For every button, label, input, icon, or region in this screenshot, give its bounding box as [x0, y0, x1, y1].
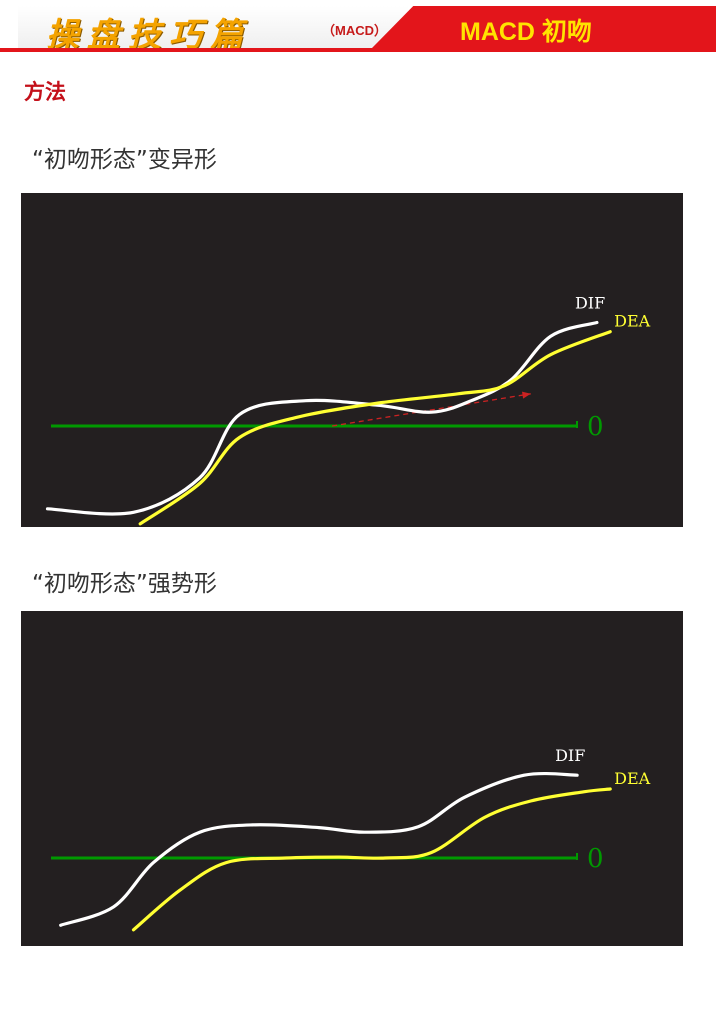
trend-arrow-head: [521, 391, 531, 399]
series-label-dif: DIF: [575, 294, 605, 313]
series-line-dif: [45, 320, 599, 516]
header-red-band: [372, 6, 716, 48]
series-label-dea: DEA: [614, 312, 651, 331]
trend-arrow-line: [332, 393, 531, 427]
header-underline: [0, 48, 716, 52]
header-left-band: 操盘技巧篇 （MACD）: [18, 6, 408, 54]
chart-strong: 0 DIF DEA: [51, 746, 651, 932]
series-line-dea: [138, 330, 612, 526]
brand-subtitle: （MACD）: [322, 23, 387, 38]
zero-label: 0: [587, 844, 604, 874]
zero-label: 0: [587, 412, 604, 442]
chart-variant: 0 DIF DEA: [45, 294, 651, 526]
page-header: 操盘技巧篇 （MACD） MACD 初吻: [0, 0, 716, 56]
brand-title: 操盘技巧篇: [46, 15, 251, 54]
series-label-dea: DEA: [614, 769, 651, 788]
section-title-strong: “初吻形态”强势形: [32, 571, 217, 597]
chart-panel-strong: 0 DIF DEA: [21, 611, 683, 946]
chart-panel-variant: 0 DIF DEA: [21, 193, 683, 527]
method-label: 方法: [24, 80, 66, 104]
header-title: MACD 初吻: [460, 18, 592, 46]
series-line-dea: [131, 787, 612, 932]
series-line-dif: [59, 771, 579, 927]
section-title-variant: “初吻形态”变异形: [32, 147, 217, 173]
series-label-dif: DIF: [555, 746, 585, 765]
